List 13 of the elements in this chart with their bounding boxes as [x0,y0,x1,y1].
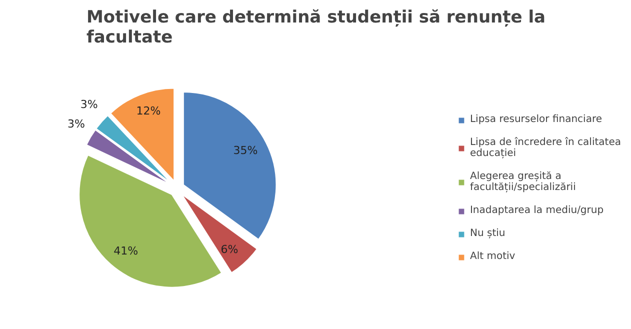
chart-title: Motivele care determină studenții să renunțe la facultate [86,8,546,48]
data-label: 12% [136,104,161,118]
legend-label: Alt motiv [470,251,516,262]
legend-label: Alegerea greșită a facultății/specializării [470,171,576,193]
legend-label: Lipsa resurselor financiare [470,114,602,125]
legend-label: Lipsa de încredere în calitatea educației [470,137,621,159]
legend-label: Nu știu [470,228,506,239]
data-label: 6% [220,242,238,256]
data-label: 41% [114,244,138,258]
data-label: 3% [67,117,85,130]
data-label: 3% [80,98,98,112]
data-label: 35% [233,144,258,158]
legend-label: Inadaptarea la mediu/grup [470,205,604,216]
